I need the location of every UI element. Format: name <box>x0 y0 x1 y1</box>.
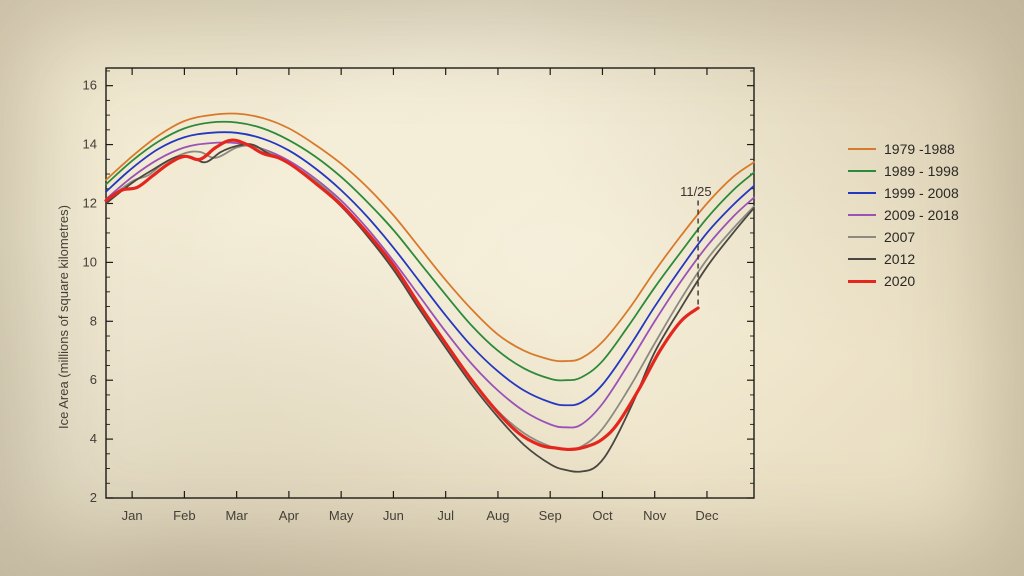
x-tick-label: Jun <box>383 508 404 523</box>
legend-label: 1979 -1988 <box>884 141 955 157</box>
legend-swatch <box>848 280 876 283</box>
legend-label: 2012 <box>884 251 915 267</box>
series-y2012 <box>106 144 754 472</box>
legend-swatch <box>848 236 876 238</box>
date-annotation-label: 11/25 <box>680 184 712 199</box>
legend-label: 2009 - 2018 <box>884 207 959 223</box>
legend-swatch <box>848 214 876 216</box>
series-y2007 <box>106 146 754 450</box>
legend-item-1989_1998: 1989 - 1998 <box>848 160 959 182</box>
legend-label: 2020 <box>884 273 915 289</box>
legend-label: 2007 <box>884 229 915 245</box>
legend-label: 1989 - 1998 <box>884 163 959 179</box>
x-tick-label: Sep <box>539 508 562 523</box>
x-tick-label: May <box>329 508 354 523</box>
x-tick-label: Dec <box>695 508 719 523</box>
series-y2020 <box>106 140 698 449</box>
x-tick-label: Oct <box>592 508 613 523</box>
legend-swatch <box>848 258 876 260</box>
y-tick-label: 16 <box>83 78 97 93</box>
legend-item-y2007: 2007 <box>848 226 959 248</box>
legend-swatch <box>848 148 876 150</box>
series-1989_1998 <box>106 122 754 381</box>
x-tick-label: Apr <box>279 508 300 523</box>
y-axis-label: Ice Area (millions of square kilometres) <box>56 205 71 429</box>
y-tick-label: 4 <box>90 431 97 446</box>
x-tick-label: Mar <box>225 508 248 523</box>
legend: 1979 -1988 1989 - 1998 1999 - 2008 2009 - 2… <box>848 138 959 292</box>
y-tick-label: 12 <box>83 195 97 210</box>
legend-label: 1999 - 2008 <box>884 185 959 201</box>
x-tick-label: Jan <box>122 508 143 523</box>
legend-swatch <box>848 192 876 194</box>
x-tick-label: Feb <box>173 508 195 523</box>
legend-item-y2012: 2012 <box>848 248 959 270</box>
x-tick-label: Aug <box>486 508 509 523</box>
legend-swatch <box>848 170 876 172</box>
x-tick-label: Jul <box>437 508 454 523</box>
y-tick-label: 6 <box>90 372 97 387</box>
legend-item-1979_1988: 1979 -1988 <box>848 138 959 160</box>
y-tick-label: 8 <box>90 313 97 328</box>
x-tick-label: Nov <box>643 508 667 523</box>
legend-item-2009_2018: 2009 - 2018 <box>848 204 959 226</box>
y-tick-label: 14 <box>83 137 97 152</box>
legend-item-1999_2008: 1999 - 2008 <box>848 182 959 204</box>
y-tick-label: 2 <box>90 490 97 505</box>
legend-item-y2020: 2020 <box>848 270 959 292</box>
y-tick-label: 10 <box>83 254 97 269</box>
